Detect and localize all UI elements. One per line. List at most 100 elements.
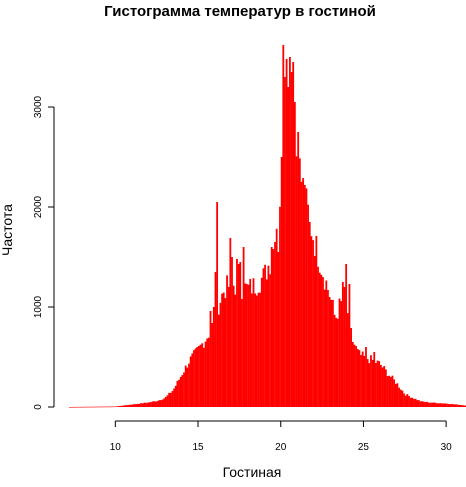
histogram-bar [351,341,354,407]
histogram-bar [184,365,187,407]
histogram-bar [330,299,333,407]
histogram-bar [102,406,104,408]
x-tick-label: 15 [192,442,204,453]
histogram-bar [396,383,399,407]
histogram-bar [456,404,458,407]
histogram-bar [128,404,131,407]
histogram-bar [418,400,420,407]
histogram-bar [85,406,88,408]
histogram-bar [98,406,101,408]
histogram-bar [413,398,415,407]
histogram-bar [242,247,245,407]
histogram-bar [257,292,260,407]
histogram-bar [293,102,296,407]
x-axis: 10 15 20 25 30 [110,420,453,453]
histogram-bar [441,403,443,407]
histogram-bar [196,346,199,407]
histogram-bar [439,403,442,407]
histogram-bar [100,406,103,408]
histogram-bar [112,406,114,408]
histogram-bar [156,401,159,407]
histogram-bar [241,298,243,407]
histogram-bar [297,132,300,407]
histogram-bar [93,406,96,408]
histogram-bar [399,389,402,407]
histogram-bar [183,372,185,407]
histogram-bar [346,313,349,407]
histogram-bar [239,262,242,407]
histogram-bar [237,264,240,407]
histogram-bar [72,406,75,408]
histogram-bar [168,392,171,407]
histogram-bar [375,362,377,407]
histogram-bar [404,395,407,407]
histogram-bar [277,252,280,407]
histogram-bar [77,406,80,408]
histogram-bar [206,338,209,407]
histogram-bar [361,351,364,407]
histogram-bar [166,395,169,407]
histogram-bar [378,361,381,407]
histogram-bar [78,406,81,408]
histogram-bar [437,403,440,407]
histogram-bar [155,401,157,407]
histogram-bar [216,202,219,407]
histogram-bar [442,403,445,407]
histogram-bar [141,403,144,407]
histogram-bar [279,206,281,407]
histogram-bar [302,178,305,407]
histogram-bar [267,265,270,407]
histogram-bar [201,343,204,407]
histogram-bar [341,282,344,407]
histogram-bar [204,341,207,407]
histogram-bar [284,77,286,407]
histogram-bar [355,346,357,407]
histogram-bar [199,344,202,407]
histogram-bar [118,405,121,407]
histogram-bar [113,406,116,408]
histogram-bar [126,405,129,407]
histogram-bar [262,268,265,407]
histogram-bar [365,347,367,407]
histogram-bar [158,400,161,407]
histogram-bar [232,285,235,407]
histogram-bar [409,397,412,407]
histogram-bar [254,293,257,407]
histogram-bar [332,299,334,407]
histogram-bar [236,259,238,407]
histogram-bar [246,284,248,407]
histogram-bar [317,266,319,407]
histogram-bar [335,317,338,407]
histogram-bar [202,347,205,407]
histogram-bar [431,402,434,407]
histogram-bar [259,292,262,407]
histogram-bar [333,314,336,407]
y-tick-label: 1000 [33,295,44,318]
histogram-bar [174,385,177,407]
histogram-bar [285,59,288,407]
x-tick-label: 30 [441,442,453,453]
histogram-bar [269,274,271,407]
histogram-bar [462,405,465,407]
histogram-bar [292,62,295,407]
histogram-bar [219,302,222,407]
histogram-bar [370,355,372,407]
histogram-bar [452,404,455,407]
histogram-bar [130,404,132,407]
y-tick-label: 2000 [33,195,44,218]
histogram-bar [406,394,409,407]
histogram-bars [69,45,466,408]
histogram-bar [345,264,348,407]
histogram-bar [178,379,180,407]
histogram-bar [358,350,361,407]
histogram-bar [244,283,247,407]
histogram-bar [143,402,146,407]
histogram-bar [353,344,356,407]
histogram-bar [298,158,301,407]
histogram-bar [272,249,275,407]
histogram-bar [320,274,323,407]
histogram-bar [393,379,396,407]
histogram-bar [270,247,273,407]
histogram-bar [427,402,430,407]
